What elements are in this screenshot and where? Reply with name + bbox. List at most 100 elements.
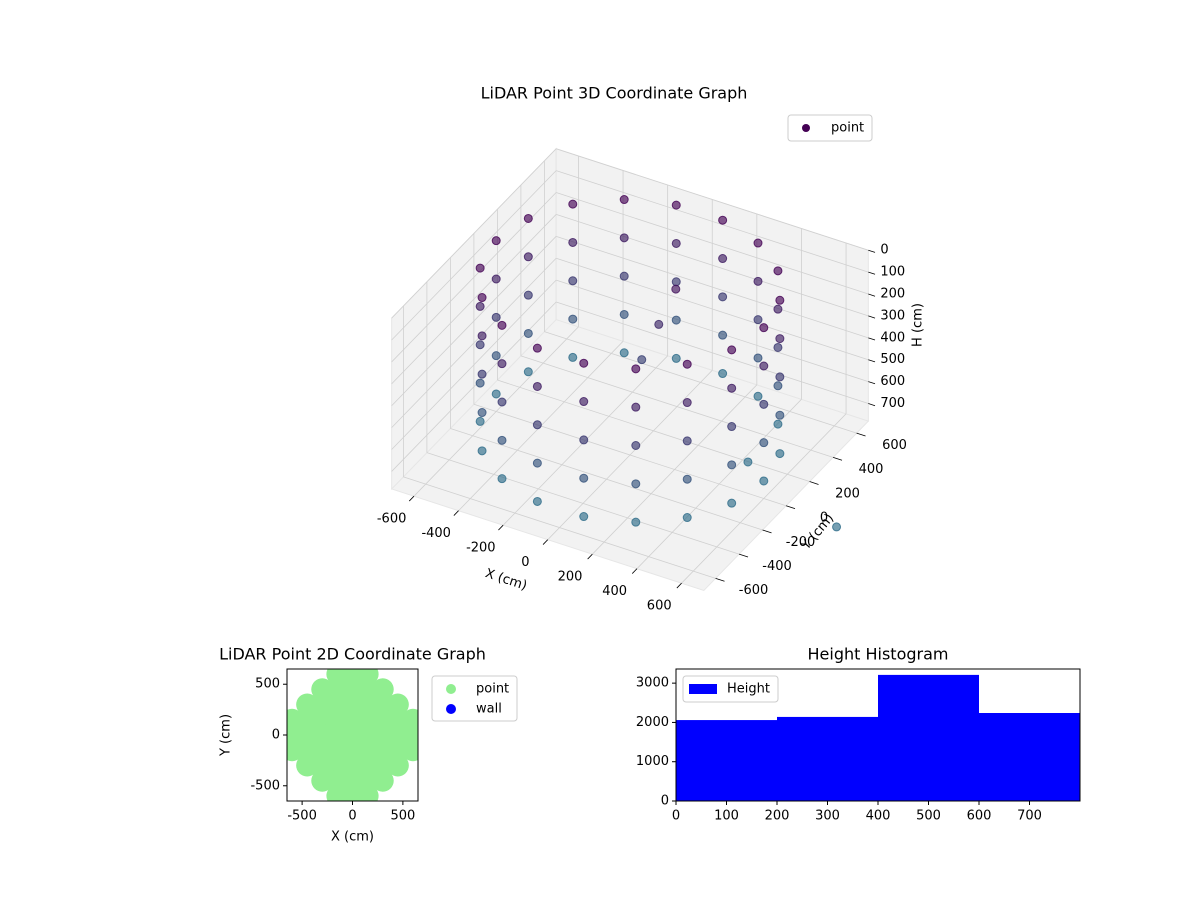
tick-mark xyxy=(868,381,876,385)
grid-line xyxy=(391,257,557,428)
point xyxy=(311,739,334,762)
x-tick-label: 700 xyxy=(1017,809,1042,824)
point xyxy=(356,754,379,777)
z-axis-label: H (cm) xyxy=(911,303,926,347)
point xyxy=(311,693,334,716)
point xyxy=(671,315,681,325)
grid-line xyxy=(556,257,869,361)
point xyxy=(326,724,349,746)
y-tick-label: 600 xyxy=(882,438,907,453)
point xyxy=(497,320,507,330)
point xyxy=(727,345,737,355)
point xyxy=(832,522,842,532)
point xyxy=(682,513,692,523)
grid-line xyxy=(391,148,557,319)
point xyxy=(371,678,394,701)
point xyxy=(497,397,507,407)
y-tick-label: -200 xyxy=(786,535,816,550)
tick-mark xyxy=(868,271,876,275)
point xyxy=(475,263,485,273)
point xyxy=(477,446,487,456)
point xyxy=(671,277,681,287)
point xyxy=(341,754,364,777)
legend-label: wall xyxy=(476,702,502,717)
z-tick-label: 500 xyxy=(880,352,905,367)
point xyxy=(475,340,485,350)
point xyxy=(773,381,783,391)
bar xyxy=(979,713,1080,801)
grid-line xyxy=(391,214,557,385)
x-tick-label: 500 xyxy=(390,809,415,824)
chart-title: LiDAR Point 3D Coordinate Graph xyxy=(481,84,748,103)
x-tick-label: 200 xyxy=(558,570,583,585)
point xyxy=(296,754,319,777)
point xyxy=(386,739,409,762)
point xyxy=(356,784,379,801)
point xyxy=(753,315,763,325)
z-tick-label: 100 xyxy=(880,265,905,280)
grid-line xyxy=(556,279,869,383)
point xyxy=(753,276,763,286)
point xyxy=(718,215,728,225)
point xyxy=(356,724,379,746)
grid-line xyxy=(450,428,763,531)
grid-line xyxy=(473,403,787,507)
point xyxy=(523,367,533,377)
x-tick-label: 500 xyxy=(916,809,941,824)
point xyxy=(341,678,364,701)
tick-mark xyxy=(715,577,725,582)
point xyxy=(477,369,487,379)
point xyxy=(775,295,785,305)
legend-marker xyxy=(446,704,456,714)
point xyxy=(568,314,578,324)
grid-line xyxy=(391,170,557,341)
point xyxy=(491,351,501,361)
point xyxy=(579,397,589,407)
point xyxy=(475,378,485,388)
point xyxy=(311,754,334,777)
point xyxy=(356,708,379,731)
grid-line xyxy=(426,452,740,555)
point xyxy=(356,693,379,716)
point xyxy=(671,238,681,248)
tick-mark xyxy=(676,582,682,589)
point xyxy=(568,237,578,247)
x-tick-label: 300 xyxy=(815,809,840,824)
x-tick-label: 600 xyxy=(647,599,672,614)
legend-marker xyxy=(446,684,456,694)
point xyxy=(568,276,578,286)
point xyxy=(759,438,769,448)
grid-line xyxy=(544,331,857,434)
x-tick-label: 0 xyxy=(348,809,356,824)
z-tick-label: 200 xyxy=(880,287,905,302)
point xyxy=(341,769,364,792)
point xyxy=(759,399,769,409)
point xyxy=(341,739,364,762)
point xyxy=(671,353,681,363)
point xyxy=(759,361,769,371)
point xyxy=(371,769,394,792)
point xyxy=(532,420,542,430)
point xyxy=(631,517,641,527)
point xyxy=(773,266,783,276)
y-tick-label: 1000 xyxy=(636,754,669,769)
x-tick-label: -500 xyxy=(287,809,317,824)
point xyxy=(386,693,409,716)
x-axis-label: X (cm) xyxy=(331,830,374,845)
point xyxy=(326,739,349,762)
point xyxy=(532,496,542,506)
bar xyxy=(676,720,777,801)
point xyxy=(753,391,763,401)
point xyxy=(386,708,409,731)
point xyxy=(371,724,394,746)
tick-mark xyxy=(868,249,876,253)
point xyxy=(497,435,507,445)
tick-mark xyxy=(868,359,876,363)
point xyxy=(497,474,507,484)
tick-mark xyxy=(542,539,549,545)
y-axis-label: Y (cm) xyxy=(798,511,837,554)
points xyxy=(287,669,418,801)
point xyxy=(619,233,629,243)
x-tick-label: -400 xyxy=(421,526,451,541)
point xyxy=(579,358,589,368)
